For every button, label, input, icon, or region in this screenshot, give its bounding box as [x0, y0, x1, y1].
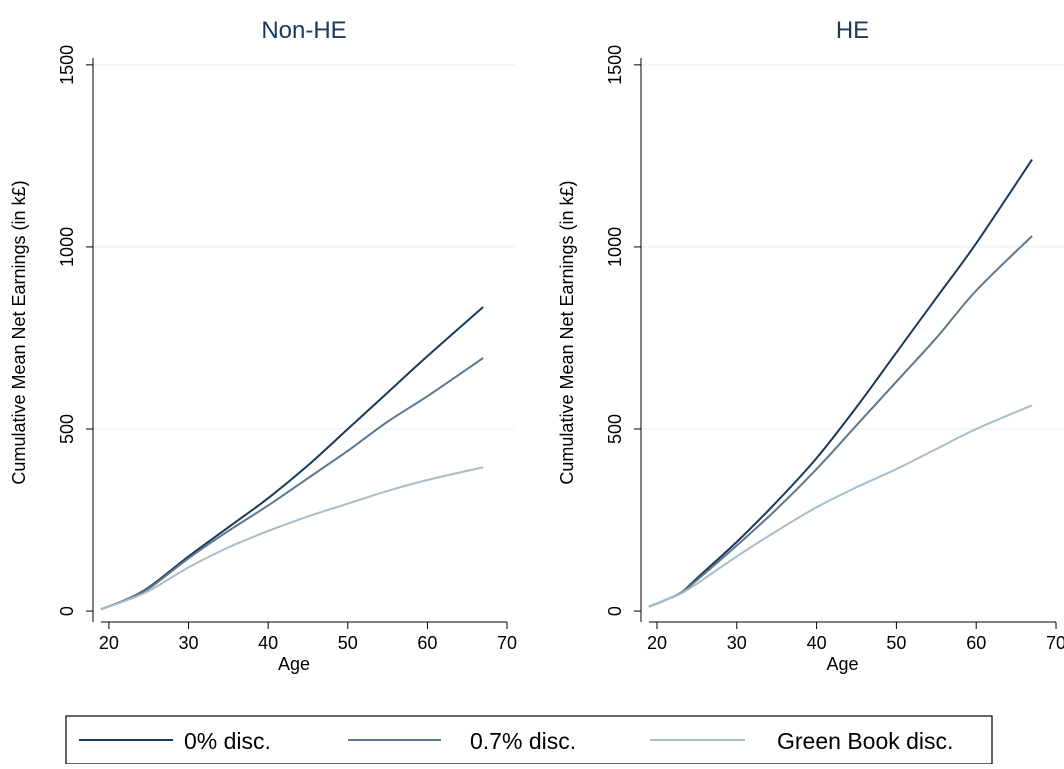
x-tick-label-50: 50 — [886, 633, 906, 653]
x-tick-label-70: 70 — [497, 633, 517, 653]
x-tick-label-50: 50 — [338, 633, 358, 653]
legend-label-1: 0.7% disc. — [470, 728, 576, 754]
x-tick-label-40: 40 — [258, 633, 278, 653]
x-tick-label-40: 40 — [807, 633, 827, 653]
y-axis-label: Cumulative Mean Net Earnings (in k£) — [9, 180, 29, 484]
series-line-2 — [100, 466, 484, 611]
x-tick-label-30: 30 — [727, 633, 747, 653]
series-line-0 — [648, 158, 1033, 608]
y-tick-label-1000: 1000 — [605, 227, 625, 267]
y-tick-label-500: 500 — [605, 414, 625, 444]
panel-non-he: 0 500 1000 1500 20 30 40 50 60 70 Non-HE Age Cumulat… — [9, 17, 517, 674]
x-axis-label: Age — [278, 654, 310, 674]
x-tick-label-60: 60 — [417, 633, 437, 653]
y-tick-label-0: 0 — [605, 606, 625, 616]
y-tick-label-1500: 1500 — [57, 45, 77, 85]
y-tick-label-1000: 1000 — [57, 227, 77, 267]
legend-label-0: 0% disc. — [184, 728, 271, 754]
series-line-2 — [648, 404, 1033, 608]
y-tick-label-0: 0 — [57, 606, 77, 616]
x-tick-label-70: 70 — [1046, 633, 1064, 653]
legend-frame — [65, 715, 993, 765]
series-line-0 — [100, 306, 484, 611]
y-tick-label-500: 500 — [57, 414, 77, 444]
x-axis-label: Age — [826, 654, 858, 674]
panel-he: 0 500 1000 1500 20 30 40 50 60 70 HE Age Cumulative … — [557, 17, 1064, 674]
x-tick-label-30: 30 — [179, 633, 199, 653]
legend: 0% disc. 0.7% disc. Green Book disc. — [65, 715, 993, 765]
series-line-1 — [100, 357, 484, 611]
panel-title: Non-HE — [261, 17, 346, 44]
y-tick-label-1500: 1500 — [605, 45, 625, 85]
x-tick-label-20: 20 — [99, 633, 119, 653]
y-axis-label: Cumulative Mean Net Earnings (in k£) — [557, 180, 577, 484]
x-tick-label-20: 20 — [647, 633, 667, 653]
legend-label-2: Green Book disc. — [777, 728, 953, 754]
series-line-1 — [648, 235, 1033, 608]
x-tick-label-60: 60 — [966, 633, 986, 653]
panel-title: HE — [836, 17, 869, 44]
